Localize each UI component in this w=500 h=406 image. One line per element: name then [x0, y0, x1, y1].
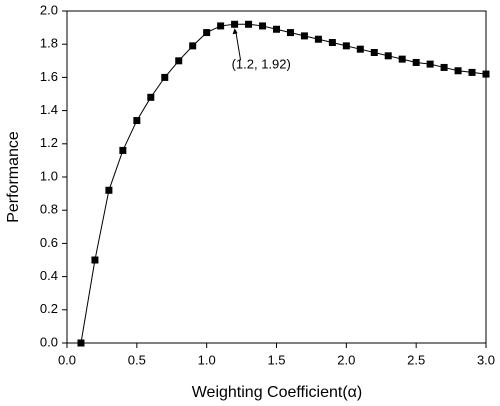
y-tick-label: 1.8 — [40, 36, 58, 51]
data-point — [203, 29, 211, 37]
y-tick-label: 1.4 — [40, 102, 58, 117]
data-point — [342, 42, 350, 50]
data-point — [91, 256, 99, 264]
y-tick-label: 0.4 — [40, 268, 58, 283]
annotation-arrowhead — [232, 28, 238, 35]
series-line — [80, 23, 487, 344]
y-tick-label: 1.2 — [40, 135, 58, 150]
data-point — [245, 20, 253, 28]
x-tick-label: 0.0 — [58, 352, 76, 367]
data-point — [440, 63, 448, 71]
data-point — [454, 67, 462, 75]
data-point — [384, 52, 392, 60]
annotation: (1.2, 1.92) — [232, 57, 291, 72]
data-point — [175, 57, 183, 65]
data-point — [133, 117, 141, 125]
data-point — [161, 73, 169, 81]
x-axis-label: Weighting Coefficient(α) — [192, 384, 363, 401]
data-point — [398, 55, 406, 63]
y-axis-label: Performance — [5, 131, 22, 223]
data-point — [370, 49, 378, 56]
data-point — [231, 20, 239, 28]
data-point — [77, 339, 85, 347]
data-point — [147, 93, 155, 101]
data-point — [105, 186, 113, 194]
y-tick-label: 0.2 — [40, 301, 58, 316]
annotation-arrow — [235, 30, 242, 61]
data-point — [119, 146, 127, 154]
data-point — [286, 29, 294, 37]
y-tick-label: 1.6 — [40, 69, 58, 84]
y-tick-label: 1.0 — [40, 168, 58, 183]
data-point — [217, 22, 225, 30]
data-point — [300, 32, 308, 40]
x-tick-label: 0.5 — [128, 352, 146, 367]
y-tick-label: 0.6 — [40, 235, 58, 250]
data-point — [426, 60, 434, 68]
data-point — [482, 70, 490, 78]
data-point — [412, 58, 420, 66]
y-tick-label: 0.0 — [40, 334, 58, 349]
data-point — [273, 25, 280, 33]
x-tick-label: 1.5 — [267, 352, 285, 367]
data-point — [356, 45, 364, 53]
data-point — [328, 39, 336, 47]
x-tick-label: 1.0 — [198, 352, 216, 367]
x-tick-label: 2.5 — [407, 352, 425, 367]
y-tick-label: 0.8 — [40, 202, 58, 217]
data-point — [259, 22, 267, 30]
x-tick-label: 2.0 — [337, 352, 355, 367]
data-point — [314, 35, 322, 43]
data-point — [189, 42, 197, 50]
x-tick-label: 3.0 — [477, 352, 495, 367]
y-tick-label: 2.0 — [40, 2, 58, 17]
data-point — [468, 68, 476, 76]
